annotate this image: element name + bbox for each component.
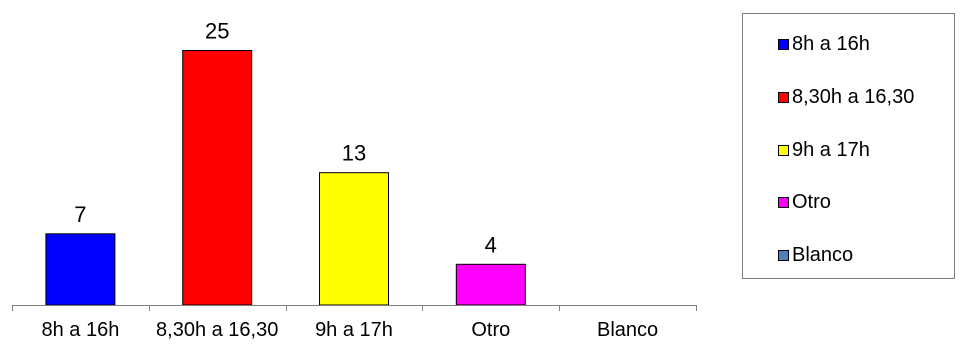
legend-item-otro: Otro <box>778 191 831 213</box>
tick-label-9h-a-17h: 9h a 17h <box>315 319 393 341</box>
data-label-otro: 4 <box>485 232 497 257</box>
tick-label-otro: Otro <box>471 319 510 341</box>
legend-swatch-blanco <box>778 249 789 261</box>
data-label-8-30h-a-16-30: 25 <box>205 19 229 44</box>
data-label-8h-a-16h: 7 <box>74 202 86 227</box>
legend-item-8h-a-16h: 8h a 16h <box>778 33 870 55</box>
bar-9h-a-17h <box>319 172 389 306</box>
legend-label-blanco: Blanco <box>792 243 854 266</box>
bar-otro <box>455 263 526 306</box>
legend-label-8h-a-16h: 8h a 16h <box>792 32 870 55</box>
bar-8h-a-16h <box>45 233 116 306</box>
bars-layer <box>45 50 526 306</box>
legend-swatch-9h-a-17h <box>778 144 789 156</box>
legend-label-9h-a-17h: 9h a 17h <box>792 138 870 161</box>
legend-label-8-30h-a-16-30: 8,30h a 16,30 <box>792 85 915 108</box>
tick-label-blanco: Blanco <box>597 319 658 341</box>
data-labels-layer: 7 25 13 4 <box>74 19 497 258</box>
legend-swatch-8h-a-16h <box>778 38 789 50</box>
legend: 8h a 16h 8,30h a 16,30 9h a 17h Otro Bla… <box>742 13 955 279</box>
legend-swatch-8-30h-a-16-30 <box>778 91 789 103</box>
legend-item-blanco: Blanco <box>778 244 853 266</box>
data-label-9h-a-17h: 13 <box>342 141 366 166</box>
legend-item-9h-a-17h: 9h a 17h <box>778 139 870 161</box>
legend-swatch-otro <box>778 196 789 208</box>
legend-label-otro: Otro <box>792 190 831 213</box>
x-axis: 8h a 16h 8,30h a 16,30 9h a 17h Otro Blanco <box>12 305 697 341</box>
tick-label-8h-a-16h: 8h a 16h <box>41 319 119 341</box>
legend-item-8-30h-a-16-30: 8,30h a 16,30 <box>778 86 914 108</box>
bar-8-30h-a-16-30 <box>182 50 253 306</box>
tick-label-8-30h-a-16-30: 8,30h a 16,30 <box>156 319 278 341</box>
